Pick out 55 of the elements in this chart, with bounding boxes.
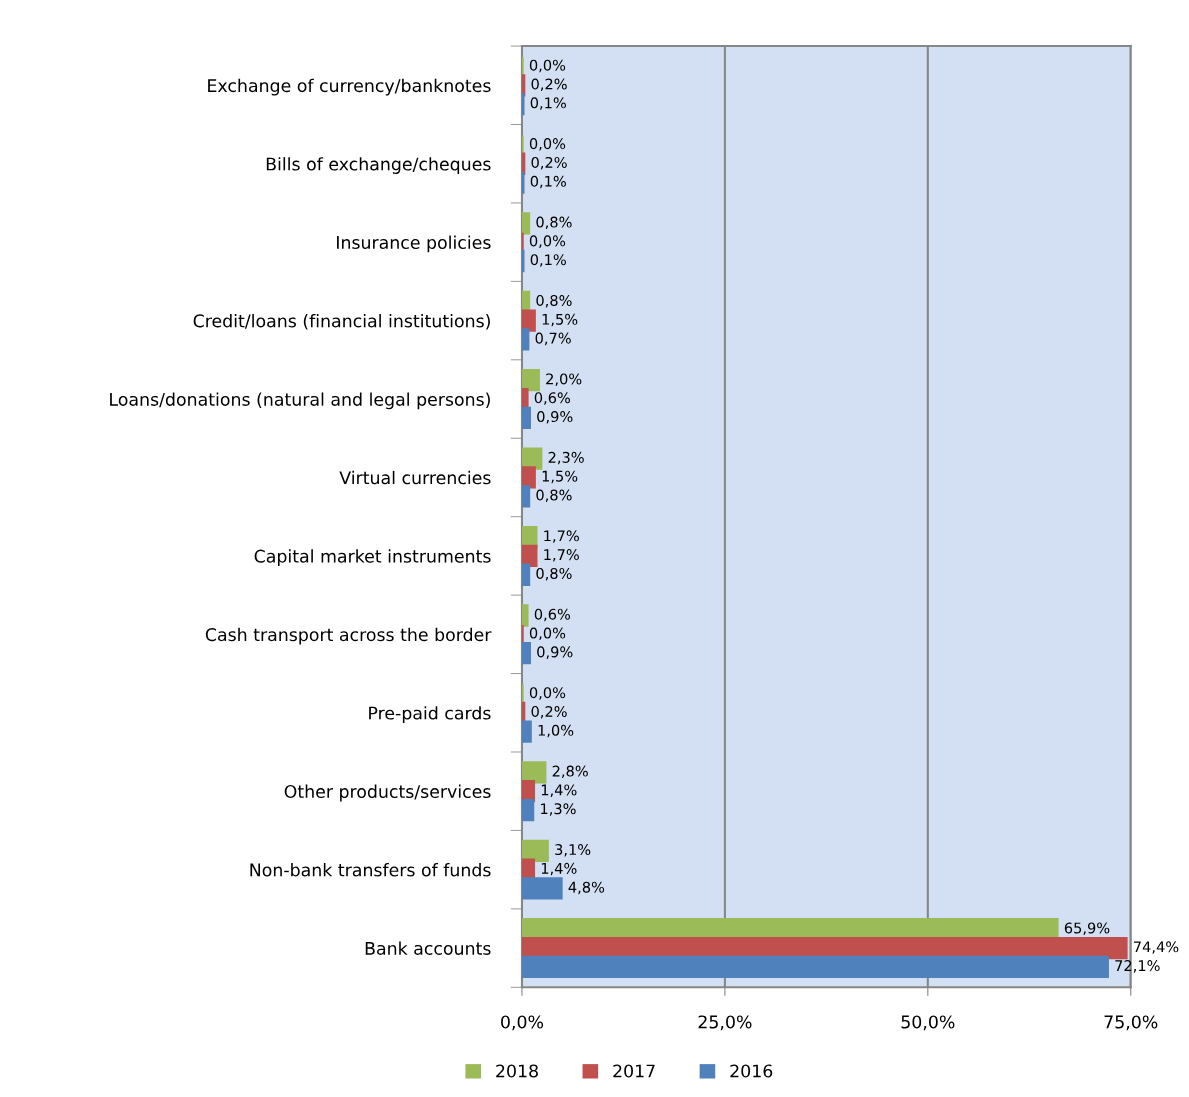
data-label: 0,1% bbox=[530, 175, 566, 189]
data-label: 0,9% bbox=[537, 646, 573, 659]
y-tick-label: Bills of exchange/cheques bbox=[266, 157, 491, 174]
data-label: 0,8% bbox=[536, 294, 572, 308]
y-tick-label: Insurance policies bbox=[337, 235, 491, 253]
data-label: 0,2% bbox=[531, 705, 567, 719]
data-label: 0,1% bbox=[530, 97, 566, 110]
data-label: 4,8% bbox=[568, 881, 605, 895]
data-label: 0,6% bbox=[534, 392, 571, 405]
data-label: 0,7% bbox=[535, 332, 571, 346]
data-label: 0,0% bbox=[529, 627, 566, 641]
data-label: 1,4% bbox=[541, 862, 577, 876]
y-tick-label: Non-bank transfers of funds bbox=[250, 863, 491, 877]
y-tick-label: Virtual currencies bbox=[339, 470, 491, 485]
legend-label: 2016 bbox=[730, 1064, 773, 1078]
legend-label: 2018 bbox=[496, 1064, 538, 1078]
data-label: 0,0% bbox=[529, 59, 566, 73]
x-tick-label: 50,0% bbox=[901, 1015, 955, 1031]
data-label: 2,8% bbox=[552, 765, 588, 779]
data-label: 72,1% bbox=[1115, 960, 1160, 973]
data-label: 0,1% bbox=[530, 254, 566, 267]
data-label: 1,5% bbox=[542, 313, 578, 327]
y-tick-label: Credit/loans (financial institutions) bbox=[193, 314, 490, 330]
data-label: 0,8% bbox=[536, 567, 572, 581]
data-label: 0,9% bbox=[537, 411, 573, 424]
y-tick-label: Cash transport across the border bbox=[205, 627, 492, 645]
data-label: 3,1% bbox=[555, 844, 591, 857]
x-tick-label: 0,0% bbox=[501, 1015, 544, 1031]
data-label: 2,3% bbox=[548, 451, 584, 465]
data-label: 0,0% bbox=[529, 138, 566, 151]
y-tick-label: Exchange of currency/banknotes bbox=[208, 78, 491, 96]
data-label: 74,4% bbox=[1134, 941, 1179, 954]
y-tick-label: Pre-paid cards bbox=[369, 706, 491, 723]
data-label: 1,7% bbox=[544, 549, 579, 562]
data-label: 0,0% bbox=[529, 235, 566, 248]
data-label: 0,6% bbox=[534, 608, 571, 622]
data-label: 1,7% bbox=[544, 530, 579, 543]
data-label: 0,2% bbox=[531, 78, 567, 92]
y-tick-label: Capital market instruments bbox=[254, 549, 491, 567]
y-tick-label: Other products/services bbox=[284, 784, 491, 802]
data-label: 0,8% bbox=[536, 489, 572, 503]
data-label: 0,2% bbox=[531, 156, 567, 170]
y-tick-label: Bank accounts bbox=[365, 941, 491, 955]
data-label: 1,0% bbox=[538, 724, 574, 738]
x-tick-label: 75,0% bbox=[1104, 1015, 1158, 1031]
data-label: 1,3% bbox=[541, 803, 576, 816]
x-tick-label: 25,0% bbox=[698, 1015, 752, 1031]
data-label: 0,8% bbox=[536, 216, 572, 230]
data-label: 65,9% bbox=[1064, 922, 1110, 935]
y-tick-label: Loans/donations (natural and legal persons) bbox=[110, 392, 490, 410]
data-label: 0,0% bbox=[529, 687, 566, 700]
data-label: 1,5% bbox=[542, 470, 578, 484]
data-label: 2,0% bbox=[546, 373, 582, 386]
data-label: 1,4% bbox=[541, 784, 577, 797]
legend-label: 2017 bbox=[613, 1064, 655, 1078]
